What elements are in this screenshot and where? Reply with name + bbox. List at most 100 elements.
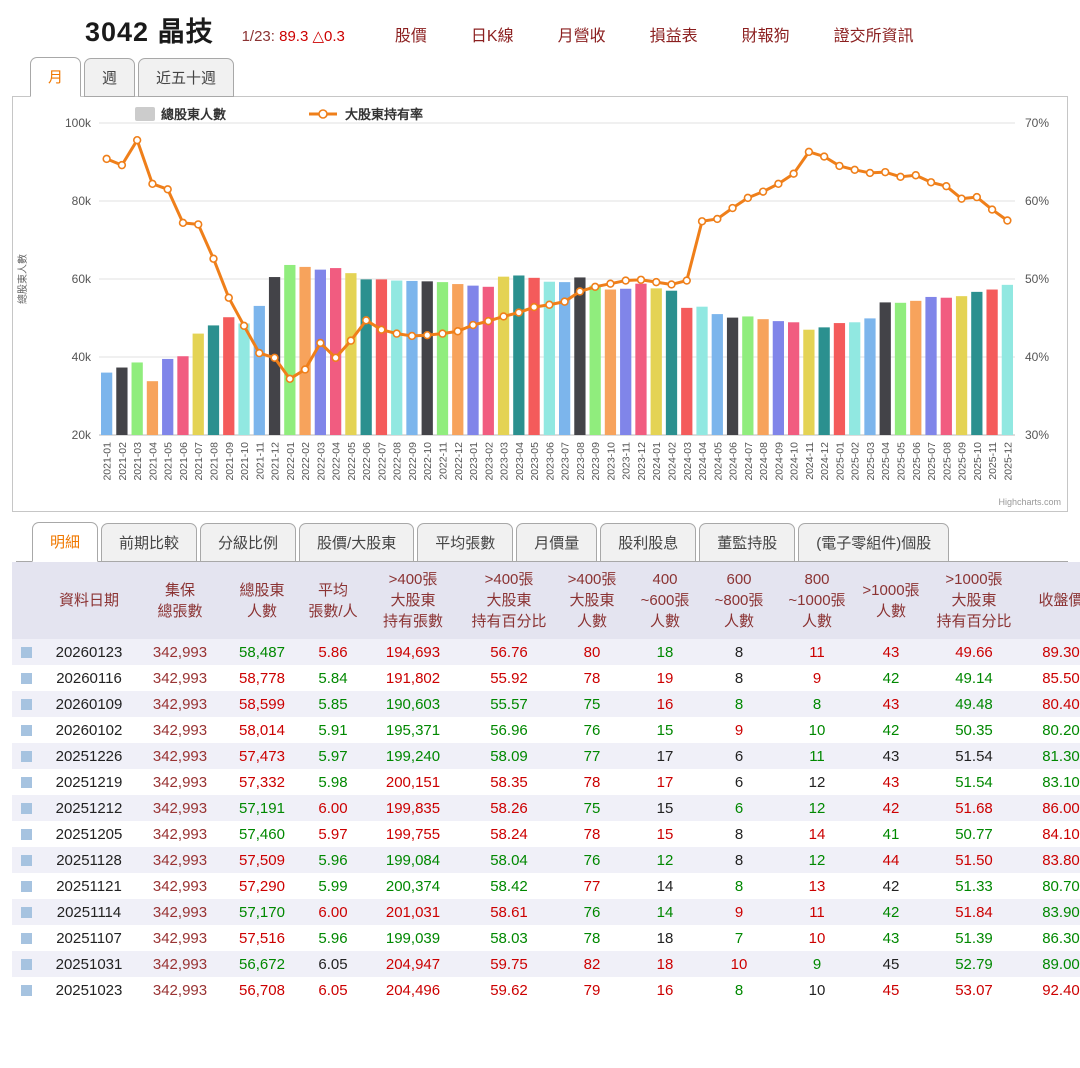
legend-item-ratio[interactable]: 大股東持有率	[345, 107, 423, 122]
tab-董監持股[interactable]: 董監持股	[699, 523, 796, 562]
row-marker-icon[interactable]	[20, 855, 32, 867]
cell-holders: 58,599	[222, 691, 302, 717]
cell-big-holder-shares: 204,496	[364, 977, 462, 1003]
row-marker-icon[interactable]	[20, 673, 32, 685]
cell-close-price: 81.30	[1024, 743, 1080, 769]
bar-holders	[894, 302, 907, 435]
legend-item-holders[interactable]: 總股東人數	[161, 107, 226, 122]
row-marker-icon[interactable]	[20, 959, 32, 971]
cell-big-holder-pct: 58.04	[462, 847, 556, 873]
cell-h1000-pct: 53.07	[924, 977, 1024, 1003]
tab-前期比較[interactable]: 前期比較	[101, 523, 198, 562]
line-marker	[453, 327, 462, 336]
cell-close-price: 80.40	[1024, 691, 1080, 717]
nav-link-財報狗[interactable]: 財報狗	[741, 28, 790, 45]
x-axis-label: 2023-03	[499, 442, 511, 481]
tab-分級比例[interactable]: 分級比例	[200, 523, 297, 562]
line-marker	[682, 276, 691, 285]
col-header-avg-per-holder: 平均 張數/人	[302, 562, 364, 639]
cell-h800-1000-count: 13	[776, 873, 858, 899]
x-axis-label: 2024-12	[819, 442, 831, 481]
line-marker	[697, 217, 707, 226]
line-marker	[423, 330, 432, 340]
cell-avg-per-holder: 5.97	[302, 743, 364, 769]
cell-h600-800-count: 6	[702, 795, 776, 821]
table-row: 20251121 342,993 57,290 5.99 200,374 58.42 77 1…	[12, 873, 1080, 899]
row-marker-icon[interactable]	[20, 751, 32, 763]
tab-(電子零組件)個股[interactable]: (電子零組件)個股	[798, 523, 950, 562]
tab-股利股息[interactable]: 股利股息	[600, 523, 697, 562]
line-marker	[652, 277, 661, 287]
row-marker-icon[interactable]	[20, 647, 32, 659]
cell-big-holder-shares: 191,802	[364, 665, 462, 691]
tab-週[interactable]: 週	[84, 58, 136, 97]
cell-h400-600-count: 15	[628, 821, 702, 847]
nav-link-日K線[interactable]: 日K線	[470, 28, 514, 45]
x-axis-label: 2025-08	[941, 442, 953, 481]
cell-deposit-shares: 342,993	[138, 899, 222, 925]
row-marker-icon[interactable]	[20, 803, 32, 815]
line-marker	[774, 179, 783, 189]
tab-平均張數[interactable]: 平均張數	[417, 523, 514, 562]
tab-明細[interactable]: 明細	[32, 522, 99, 562]
row-marker-icon[interactable]	[20, 907, 32, 919]
bar-holders	[406, 280, 418, 435]
cell-date: 20251128	[40, 847, 138, 873]
x-axis-label: 2021-08	[209, 442, 221, 481]
left-axis-label: 100k	[65, 116, 92, 130]
bar-holders	[849, 322, 861, 435]
highcharts-credit[interactable]: Highcharts.com	[998, 497, 1061, 507]
cell-big-holder-shares: 199,755	[364, 821, 462, 847]
cell-deposit-shares: 342,993	[138, 743, 222, 769]
line-marker	[850, 165, 859, 175]
tab-近五十週[interactable]: 近五十週	[138, 58, 235, 97]
line-marker	[804, 147, 814, 157]
line-marker	[590, 282, 600, 292]
cell-close-price: 89.00	[1024, 951, 1080, 977]
x-axis-label: 2022-11	[438, 442, 450, 480]
cell-avg-per-holder: 5.97	[302, 821, 364, 847]
nav-link-月營收[interactable]: 月營收	[557, 28, 606, 45]
nav-link-股價[interactable]: 股價	[394, 28, 427, 45]
x-axis-label: 2024-07	[743, 442, 755, 481]
cell-avg-per-holder: 5.96	[302, 925, 364, 951]
cell-holders: 58,487	[222, 639, 302, 665]
quote: 1/23: 89.3 △0.3	[242, 27, 345, 45]
row-marker-icon[interactable]	[20, 829, 32, 841]
line-marker	[667, 280, 676, 289]
x-axis-label: 2023-09	[590, 442, 602, 481]
line-marker	[484, 316, 493, 326]
row-marker-icon[interactable]	[20, 933, 32, 945]
row-marker-icon[interactable]	[20, 699, 32, 711]
cell-date: 20251114	[40, 899, 138, 925]
cell-h1000-count: 42	[858, 795, 924, 821]
row-marker-icon[interactable]	[20, 725, 32, 737]
cell-h1000-count: 42	[858, 899, 924, 925]
cell-deposit-shares: 342,993	[138, 925, 222, 951]
row-marker-icon[interactable]	[20, 985, 32, 997]
legend-marker-icon[interactable]	[318, 109, 328, 119]
bar-holders	[513, 275, 525, 435]
cell-holders: 57,170	[222, 899, 302, 925]
x-axis-label: 2025-10	[972, 442, 984, 481]
table-row: 20251114 342,993 57,170 6.00 201,031 58.61 76 1…	[12, 899, 1080, 925]
cell-date: 20251205	[40, 821, 138, 847]
cell-holders: 57,460	[222, 821, 302, 847]
left-axis-label: 80k	[72, 194, 92, 208]
line-marker	[132, 135, 142, 145]
cell-h1000-pct: 51.54	[924, 743, 1024, 769]
row-marker-icon[interactable]	[20, 881, 32, 893]
legend-swatch-bars-icon[interactable]	[135, 107, 155, 121]
tab-股價/大股東[interactable]: 股價/大股東	[299, 523, 415, 562]
row-marker-icon[interactable]	[20, 777, 32, 789]
bar-holders	[223, 317, 235, 435]
cell-close-price: 85.50	[1024, 665, 1080, 691]
table-row: 20251128 342,993 57,509 5.96 199,084 58.04 76 1…	[12, 847, 1080, 873]
tab-月[interactable]: 月	[30, 57, 82, 97]
tab-月價量[interactable]: 月價量	[516, 523, 598, 562]
nav-link-損益表[interactable]: 損益表	[649, 28, 698, 45]
cell-h1000-count: 42	[858, 717, 924, 743]
line-marker	[194, 220, 203, 229]
cell-h1000-count: 44	[858, 847, 924, 873]
nav-link-證交所資訊[interactable]: 證交所資訊	[833, 28, 914, 45]
